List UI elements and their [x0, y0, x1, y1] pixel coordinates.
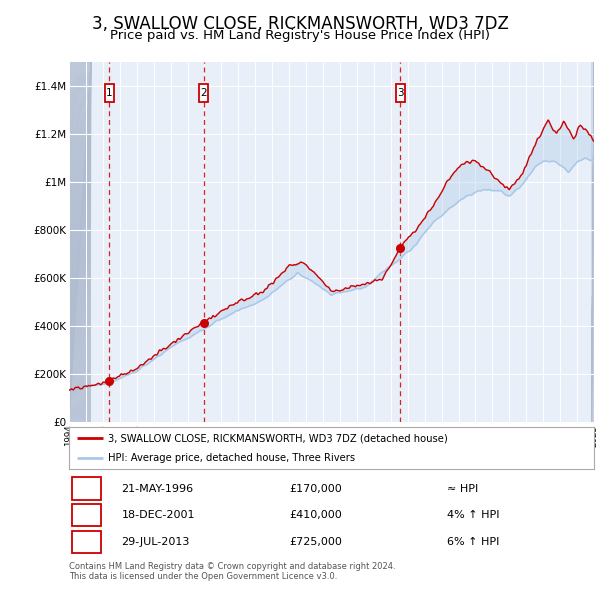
Text: 4% ↑ HPI: 4% ↑ HPI [447, 510, 499, 520]
FancyBboxPatch shape [104, 84, 114, 102]
FancyBboxPatch shape [199, 84, 208, 102]
FancyBboxPatch shape [71, 477, 101, 500]
FancyBboxPatch shape [71, 531, 101, 553]
Text: Contains HM Land Registry data © Crown copyright and database right 2024.: Contains HM Land Registry data © Crown c… [69, 562, 395, 571]
Text: 29-JUL-2013: 29-JUL-2013 [121, 537, 190, 548]
Text: 18-DEC-2001: 18-DEC-2001 [121, 510, 195, 520]
Text: 3, SWALLOW CLOSE, RICKMANSWORTH, WD3 7DZ (detached house): 3, SWALLOW CLOSE, RICKMANSWORTH, WD3 7DZ… [109, 433, 448, 443]
Text: 2: 2 [83, 510, 89, 520]
Text: £725,000: £725,000 [290, 537, 343, 548]
FancyBboxPatch shape [71, 504, 101, 526]
Text: 6% ↑ HPI: 6% ↑ HPI [447, 537, 499, 548]
Text: This data is licensed under the Open Government Licence v3.0.: This data is licensed under the Open Gov… [69, 572, 337, 581]
FancyBboxPatch shape [396, 84, 405, 102]
Text: Price paid vs. HM Land Registry's House Price Index (HPI): Price paid vs. HM Land Registry's House … [110, 30, 490, 42]
Text: 3, SWALLOW CLOSE, RICKMANSWORTH, WD3 7DZ: 3, SWALLOW CLOSE, RICKMANSWORTH, WD3 7DZ [92, 15, 508, 33]
Text: 21-MAY-1996: 21-MAY-1996 [121, 484, 194, 494]
Text: £410,000: £410,000 [290, 510, 342, 520]
Text: 3: 3 [397, 88, 404, 98]
Text: HPI: Average price, detached house, Three Rivers: HPI: Average price, detached house, Thre… [109, 453, 355, 463]
Text: £170,000: £170,000 [290, 484, 342, 494]
Text: 1: 1 [83, 484, 89, 494]
Text: 2: 2 [200, 88, 207, 98]
Text: 3: 3 [83, 537, 89, 548]
Text: 1: 1 [106, 88, 113, 98]
Text: ≈ HPI: ≈ HPI [447, 484, 478, 494]
